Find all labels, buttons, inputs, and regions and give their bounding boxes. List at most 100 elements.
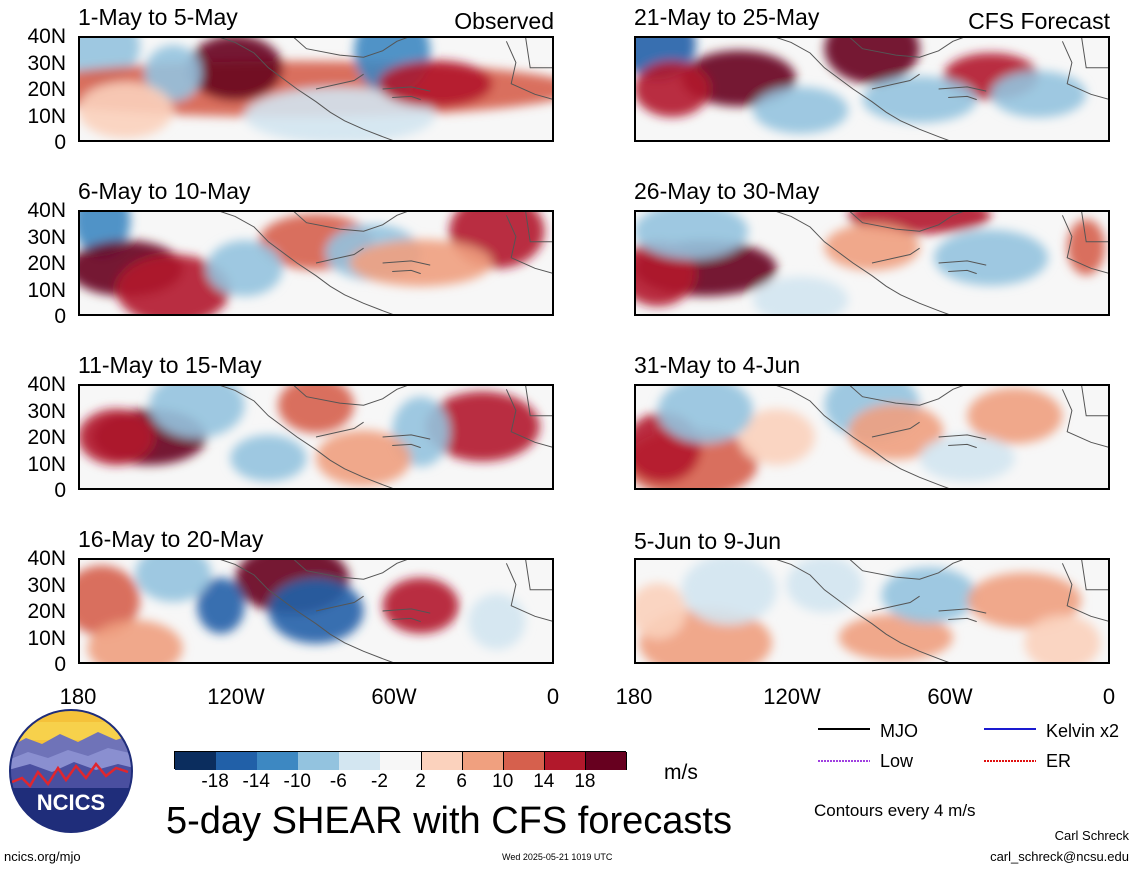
coastline [1061,389,1110,449]
lat-tick-label: 40N [27,199,66,222]
shear-anomaly-region [753,86,849,134]
shear-anomaly-region [149,384,245,438]
coastline [291,36,412,58]
lat-tick-label: 0 [54,653,66,676]
colorbar-segment [544,752,587,770]
coastline [1061,215,1110,275]
coastline [524,36,554,69]
panel-title-1: 1-May to 5-May [78,4,238,30]
panel-title-6: 26-May to 30-May [634,178,820,204]
shear-anomaly-region [933,229,1049,286]
colorbar-tick-label: -14 [242,771,270,792]
shear-anomaly-region [425,391,540,462]
shear-anomaly-region [277,384,355,434]
coastline [392,269,421,275]
coastline [215,384,398,490]
colorbar-segment [421,752,464,770]
colorbar-segment [503,752,546,770]
coastline [291,558,412,580]
coastline [771,384,954,490]
main-title: 5-day SHEAR with CFS forecasts [166,800,732,842]
coastline [505,563,554,623]
colorbar-tick-label: 10 [492,771,514,792]
shear-anomaly-region [862,76,977,123]
coastline [771,558,954,664]
lat-tick-label: 20N [27,600,66,623]
coastline [1061,41,1110,101]
coastline [871,421,920,438]
shear-anomaly-region [919,434,1015,482]
units-label: m/s [664,761,698,784]
coastline [392,95,421,101]
forecast-tag: CFS Forecast [968,8,1110,34]
coastline [215,558,398,664]
colorbar-segment [216,752,258,770]
shear-map-panel-7 [634,384,1110,490]
legend-line-kelvin [984,728,1036,730]
shear-anomaly-region [78,409,155,465]
shear-map-panel-3 [78,384,554,490]
shear-anomaly-region [786,558,863,613]
coastline [938,608,987,614]
panel-title-7: 31-May to 4-Jun [634,352,801,378]
coastline [524,210,554,243]
shear-anomaly-region [681,558,777,625]
shear-anomaly-region [116,254,231,316]
legend-label-mjo: MJO [880,721,918,741]
coastline [291,384,412,406]
shear-anomaly-region [738,409,815,465]
legend-label-er: ER [1046,751,1072,771]
lon-tick-0-right: 0 [1102,684,1116,709]
website-link[interactable]: ncics.org/mjo [4,849,81,864]
lat-tick-label: 0 [54,131,66,154]
coastline [215,36,398,142]
coastline [382,86,431,92]
coastline [948,443,977,449]
coastline [938,434,987,440]
coastline [505,215,554,275]
lat-tick-label: 0 [54,305,66,328]
coastline [315,247,364,264]
coastline [948,95,977,101]
coastline [847,558,968,580]
lat-tick-label: 0 [54,479,66,502]
coastline [215,210,398,316]
lat-tick-label: 40N [27,373,66,396]
shear-anomaly-region [78,82,174,139]
lon-tick-120w-left: 120W [207,684,265,709]
shear-anomaly-region [634,583,687,639]
colorbar-tick-label: -2 [371,771,388,792]
shear-anomaly-region [87,620,183,664]
shear-anomaly-region [634,61,711,117]
coastline [315,73,364,90]
coastline [315,421,364,438]
coastline [505,389,554,449]
lat-tick-label: 20N [27,426,66,449]
shear-anomaly-region [230,434,307,482]
colorbar-tick-label: 18 [574,771,596,792]
shear-map-panel-8 [634,558,1110,664]
lat-tick-label: 10N [27,452,66,476]
logo-text: NCICS [37,790,105,815]
timestamp: Wed 2025-05-21 1019 UTC [502,852,613,862]
legend-line-mjo [818,728,870,730]
legend-label-kelvin: Kelvin x2 [1046,721,1120,741]
coastline [771,210,954,316]
shear-anomaly-region [1067,219,1106,276]
colorbar-segment [339,752,381,770]
coastline [1080,210,1110,243]
coastline [1080,384,1110,417]
shear-anomaly-region [187,36,283,101]
shear-map-panel-1 [78,36,554,142]
colorbar-tick-label: -18 [201,771,229,792]
colorbar-tick-label: 14 [533,771,555,792]
colorbar-tick-label: 6 [456,771,467,792]
coastline [291,210,412,232]
lat-tick-label: 30N [27,51,66,75]
lon-tick-0-left: 0 [546,684,560,709]
lon-tick-60w-left: 60W [371,684,417,709]
lat-tick-label: 10N [27,626,66,650]
colorbar-segment [585,752,628,770]
coastline [847,384,968,406]
shear-anomaly-region [634,210,749,260]
